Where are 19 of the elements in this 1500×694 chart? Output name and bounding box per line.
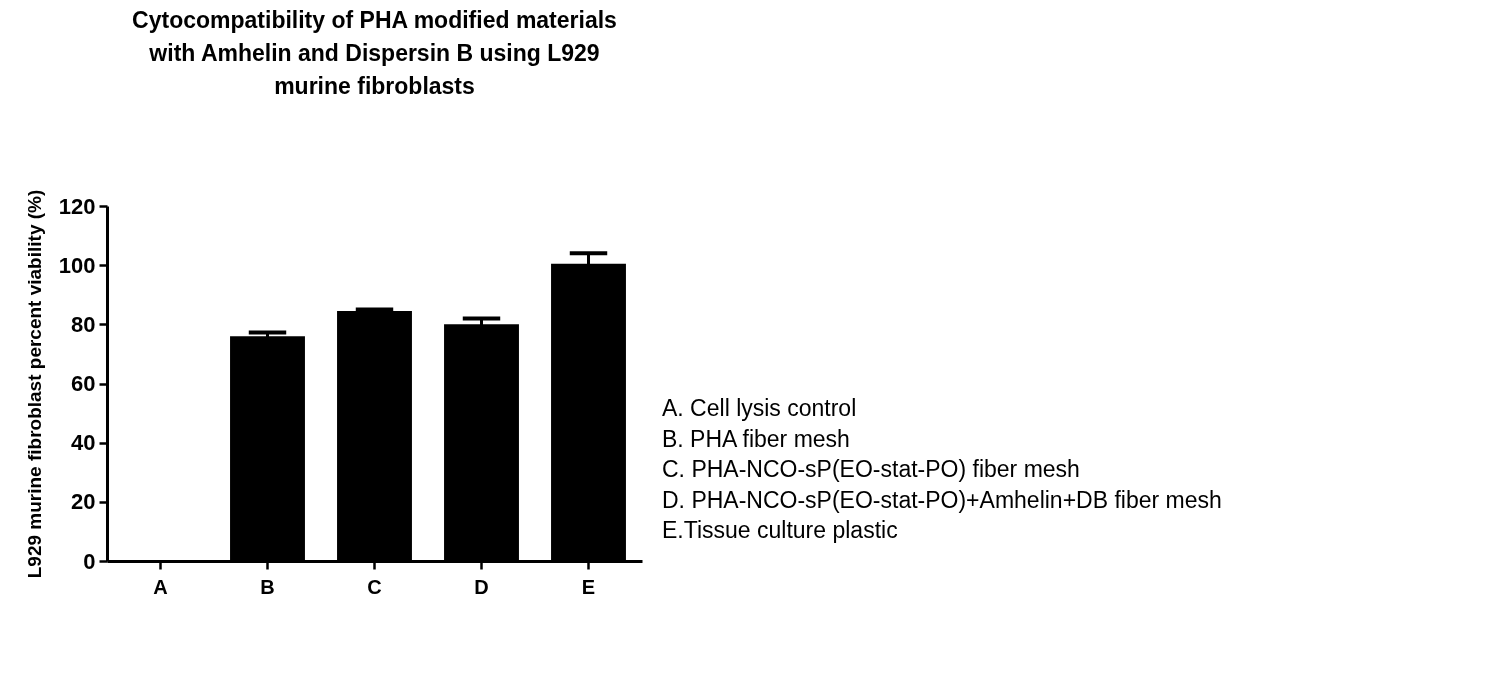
text: C. PHA-NCO-sP(EO-stat-PO) fiber mesh xyxy=(662,455,1081,484)
x-tick-label: B xyxy=(260,575,275,598)
y-tick-label: 20 xyxy=(71,489,96,515)
x-tick-label: D xyxy=(474,575,489,598)
chart-title: Cytocompatibility of PHA modified materials with Amhelin and Dispersin B using L929 murine fibroblasts xyxy=(132,7,617,100)
y-axis-title: L929 murine fibroblast percent viability (%) xyxy=(23,189,45,579)
text: A. Cell lysis control xyxy=(662,394,858,423)
y-tick-label: 80 xyxy=(71,311,96,337)
x-tick-label: A xyxy=(153,575,168,598)
y-tick-label: 120 xyxy=(58,193,96,219)
y-tick-label: 60 xyxy=(71,371,96,396)
y-tick-label: 0 xyxy=(83,548,96,574)
x-tick-label: C xyxy=(367,575,382,598)
text: E.Tissue culture plastic xyxy=(662,516,899,545)
x-tick-label: E xyxy=(581,575,596,598)
text: B. PHA fiber mesh xyxy=(662,424,851,454)
y-tick-label: 100 xyxy=(58,252,96,278)
text: D. PHA-NCO-sP(EO-stat-PO)+Amhelin+DB fiber mesh xyxy=(662,485,1222,515)
y-tick-label: 40 xyxy=(71,430,96,456)
